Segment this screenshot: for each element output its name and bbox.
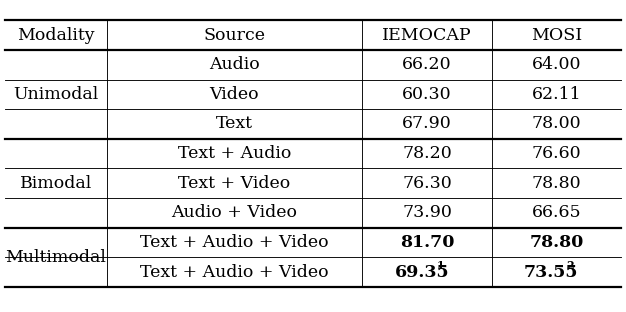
Text: Unimodal: Unimodal [13,86,98,103]
Text: Text + Video: Text + Video [178,175,290,192]
Text: Video: Video [210,86,259,103]
Text: 62.11: 62.11 [531,86,581,103]
Text: Modality: Modality [17,27,95,44]
Text: Audio: Audio [209,56,260,73]
Text: 78.80: 78.80 [531,175,581,192]
Text: 78.00: 78.00 [531,115,581,133]
Text: Text: Text [216,115,253,133]
Text: Multimodal: Multimodal [6,249,106,266]
Text: 78.80: 78.80 [529,234,583,251]
Text: 2: 2 [567,260,574,271]
Text: 73.55: 73.55 [524,264,578,281]
Text: 66.20: 66.20 [402,56,452,73]
Text: 69.35: 69.35 [394,264,449,281]
Text: 76.60: 76.60 [531,145,581,162]
Text: 64.00: 64.00 [531,56,581,73]
Text: Text + Audio + Video: Text + Audio + Video [140,264,329,281]
Text: Source: Source [203,27,265,44]
Text: 1: 1 [437,260,444,271]
Text: 76.30: 76.30 [402,175,452,192]
Text: Bimodal: Bimodal [19,175,92,192]
Text: IEMOCAP: IEMOCAP [382,27,472,44]
Text: 78.20: 78.20 [402,145,452,162]
Text: 67.90: 67.90 [402,115,452,133]
Text: 66.65: 66.65 [531,204,581,222]
Text: 73.90: 73.90 [402,204,452,222]
Text: MOSI: MOSI [531,27,582,44]
Text: 81.70: 81.70 [400,234,454,251]
Text: Audio + Video: Audio + Video [172,204,297,222]
Text: 60.30: 60.30 [402,86,452,103]
Text: Text + Audio: Text + Audio [178,145,291,162]
Text: Text + Audio + Video: Text + Audio + Video [140,234,329,251]
